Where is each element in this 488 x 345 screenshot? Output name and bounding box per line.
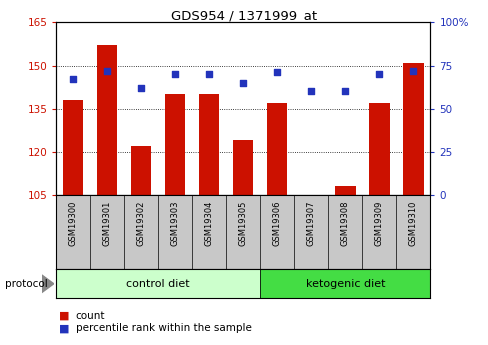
Text: ■: ■: [59, 324, 69, 333]
Text: GSM19305: GSM19305: [238, 201, 247, 246]
Bar: [368, 103, 389, 195]
Point: [375, 71, 383, 77]
Text: control diet: control diet: [126, 279, 190, 289]
Point: [239, 80, 246, 86]
Bar: [63, 100, 83, 195]
Text: GSM19306: GSM19306: [272, 201, 281, 246]
Bar: [233, 140, 253, 195]
Bar: [56, 269, 260, 298]
Text: ketogenic diet: ketogenic diet: [305, 279, 384, 289]
Point: [307, 89, 315, 94]
Point: [171, 71, 179, 77]
Point: [273, 70, 281, 75]
Text: GSM19303: GSM19303: [170, 201, 180, 246]
Bar: [260, 269, 429, 298]
Bar: [165, 94, 185, 195]
Bar: [199, 94, 219, 195]
Polygon shape: [41, 275, 54, 293]
Text: GDS954 / 1371999_at: GDS954 / 1371999_at: [171, 9, 317, 22]
Point: [69, 77, 77, 82]
Point: [137, 85, 145, 91]
Point: [103, 68, 111, 73]
Text: GSM19304: GSM19304: [204, 201, 213, 246]
Bar: [402, 63, 423, 195]
Text: percentile rank within the sample: percentile rank within the sample: [76, 324, 251, 333]
Text: protocol: protocol: [5, 279, 47, 289]
Bar: [97, 46, 117, 195]
Text: GSM19300: GSM19300: [69, 201, 78, 246]
Point: [408, 68, 416, 73]
Text: GSM19301: GSM19301: [102, 201, 112, 246]
Text: GSM19310: GSM19310: [408, 201, 417, 246]
Bar: [334, 186, 355, 195]
Text: GSM19309: GSM19309: [374, 201, 383, 246]
Text: ■: ■: [59, 311, 69, 321]
Text: count: count: [76, 311, 105, 321]
Bar: [131, 146, 151, 195]
Text: GSM19308: GSM19308: [340, 201, 349, 246]
Point: [341, 89, 348, 94]
Bar: [266, 103, 287, 195]
Text: GSM19307: GSM19307: [306, 201, 315, 246]
Point: [205, 71, 213, 77]
Text: GSM19302: GSM19302: [137, 201, 145, 246]
